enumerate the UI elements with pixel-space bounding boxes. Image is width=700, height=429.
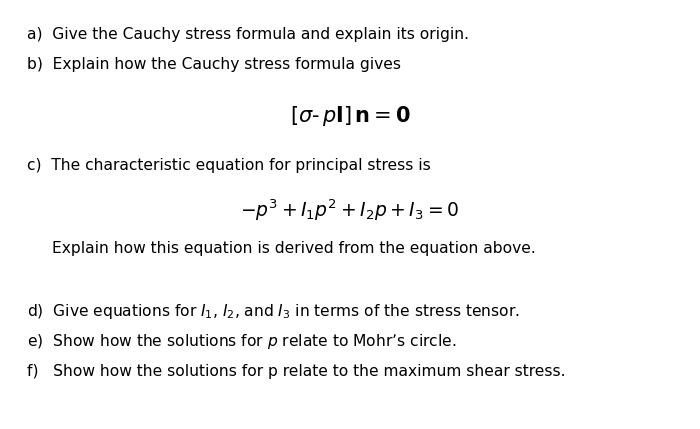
Text: Explain how this equation is derived from the equation above.: Explain how this equation is derived fro… xyxy=(52,242,536,256)
Text: b)  Explain how the Cauchy stress formula gives: b) Explain how the Cauchy stress formula… xyxy=(27,57,400,72)
Text: d)  Give equations for $I_1$, $I_2$, and $I_3$ in terms of the stress tensor.: d) Give equations for $I_1$, $I_2$, and … xyxy=(27,302,519,320)
Text: f)   Show how the solutions for p relate to the maximum shear stress.: f) Show how the solutions for p relate t… xyxy=(27,364,565,378)
Text: c)  The characteristic equation for principal stress is: c) The characteristic equation for princ… xyxy=(27,158,430,172)
Text: $[\sigma\text{-}\,p\mathbf{I}]\,\mathbf{n}=\mathbf{0}$: $[\sigma\text{-}\,p\mathbf{I}]\,\mathbf{… xyxy=(290,104,410,128)
Text: e)  Show how the solutions for $p$ relate to Mohr’s circle.: e) Show how the solutions for $p$ relate… xyxy=(27,332,456,350)
Text: a)  Give the Cauchy stress formula and explain its origin.: a) Give the Cauchy stress formula and ex… xyxy=(27,27,468,42)
Text: $-p^3+I_1p^2+I_2p+I_3=0$: $-p^3+I_1p^2+I_2p+I_3=0$ xyxy=(241,197,459,223)
